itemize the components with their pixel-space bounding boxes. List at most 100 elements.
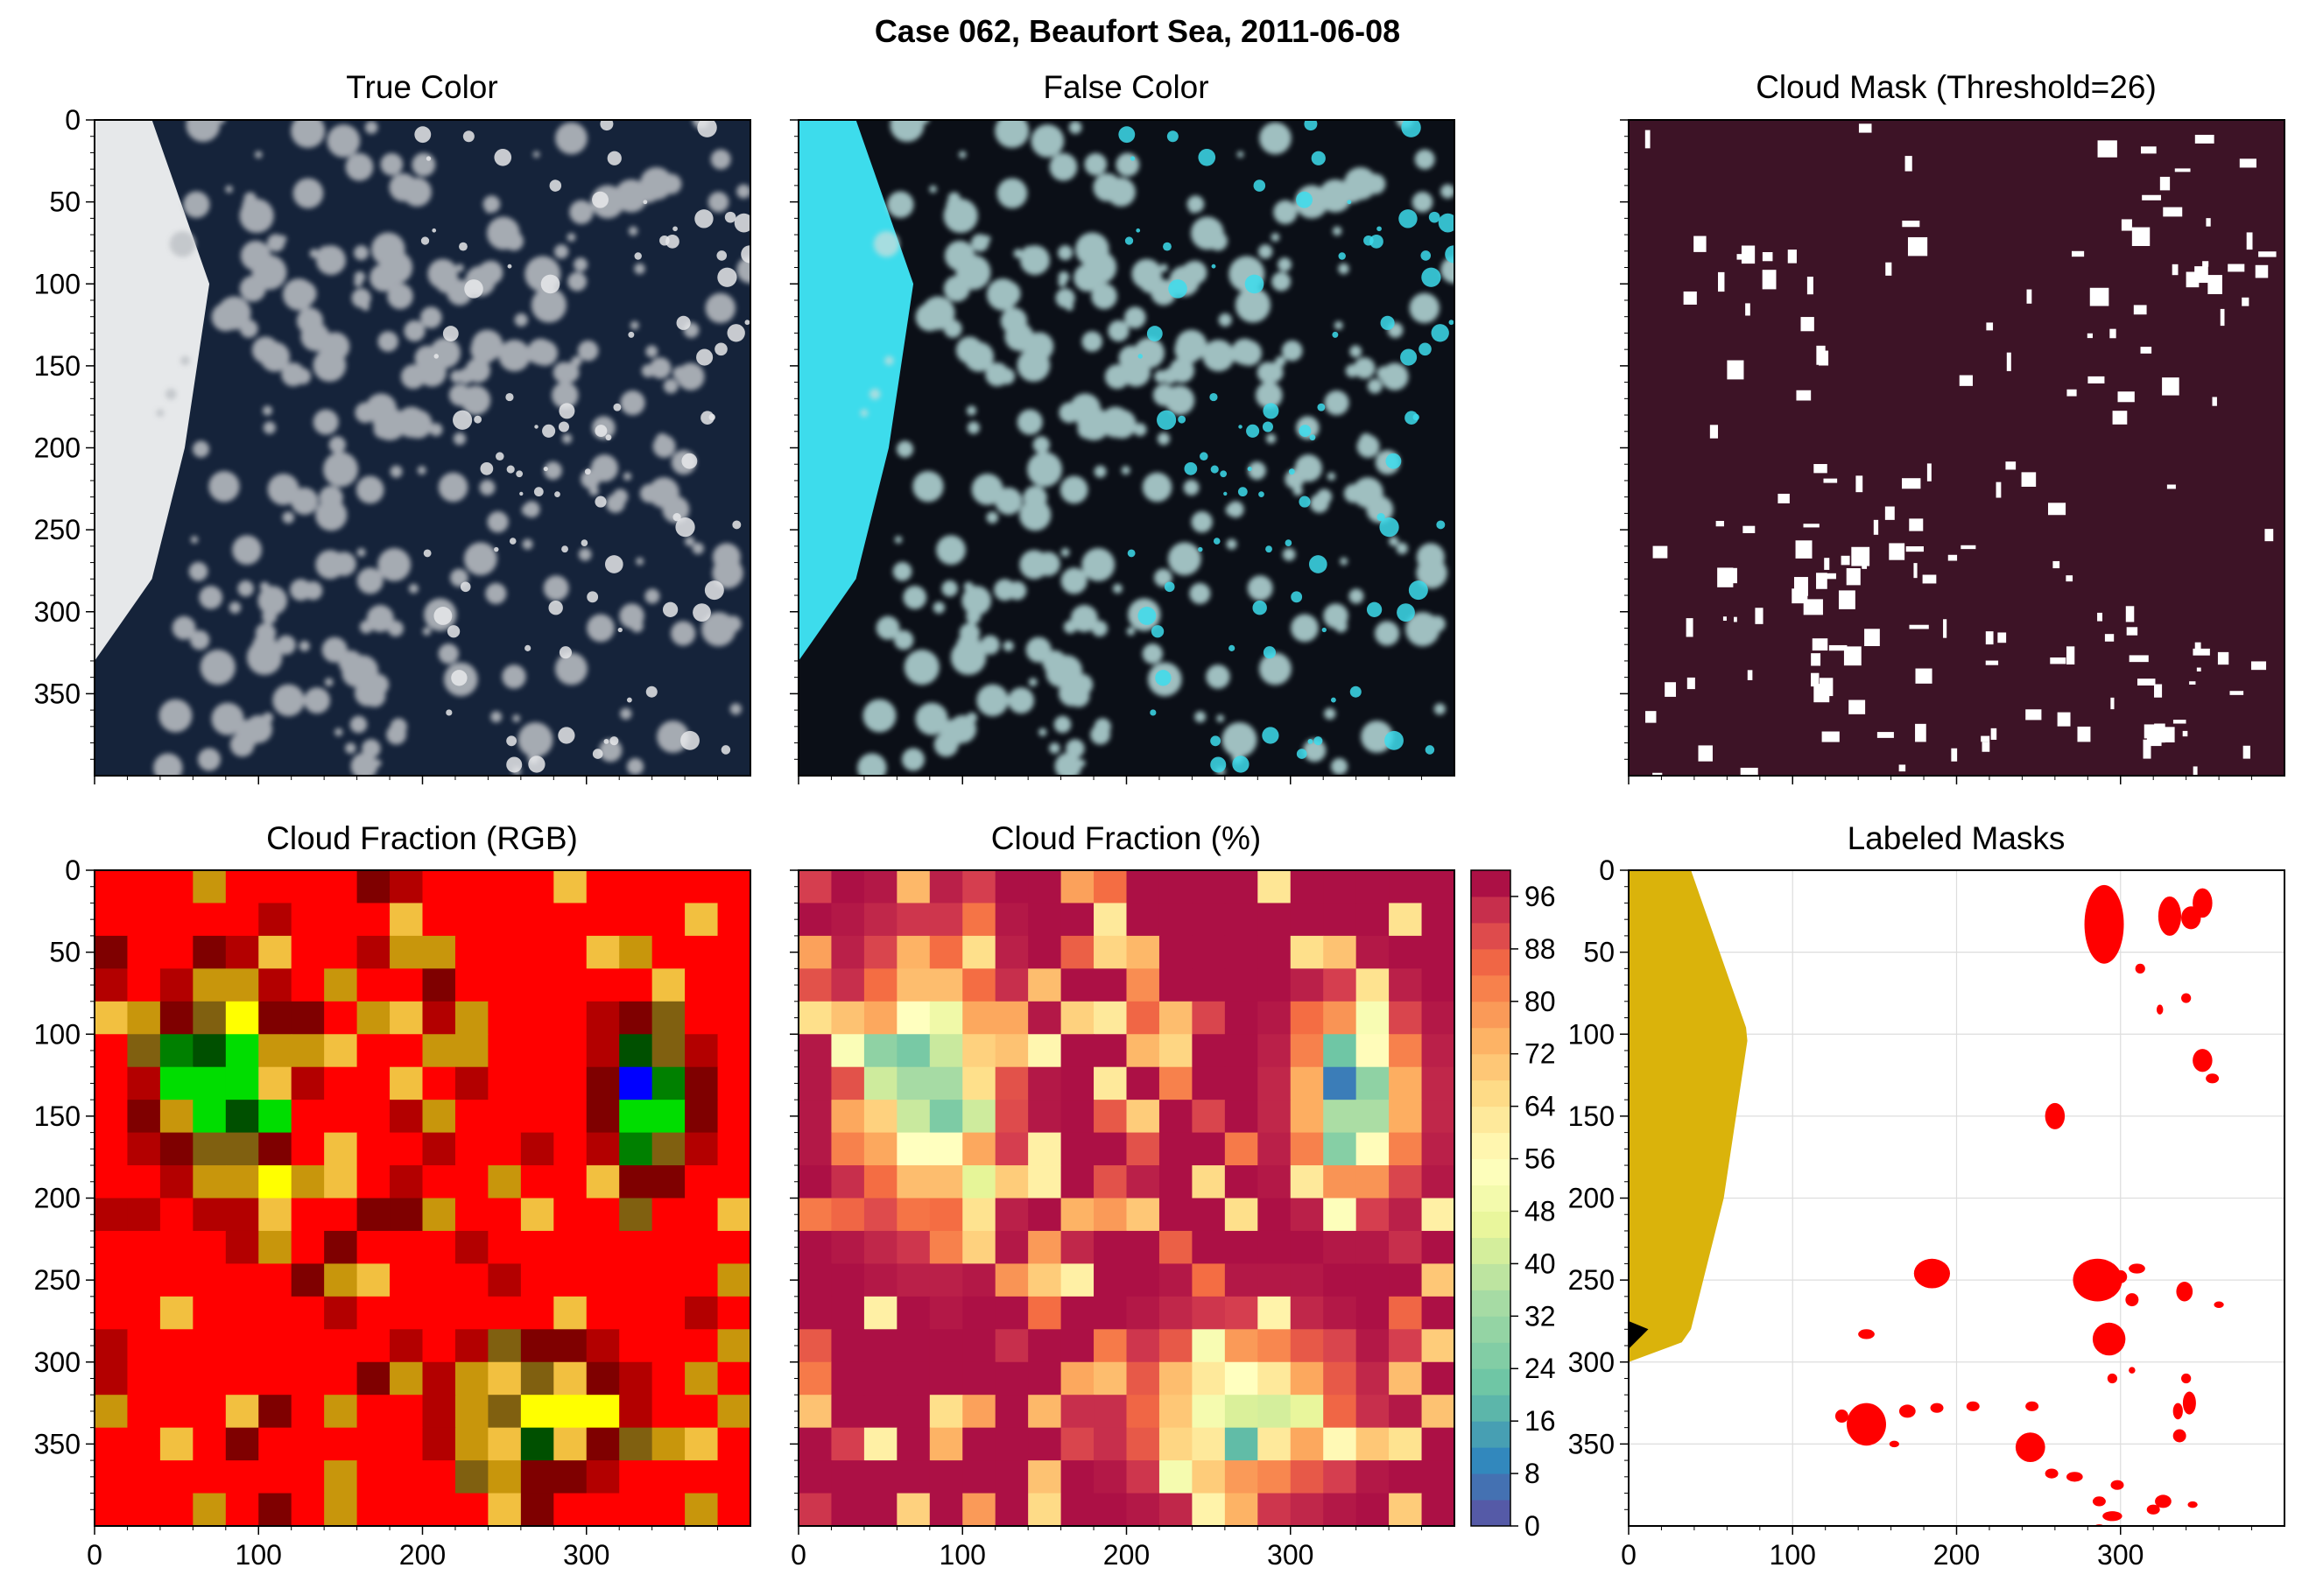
cf-rgb-cell bbox=[520, 1100, 554, 1134]
mask-cloud bbox=[1904, 156, 1912, 172]
mask-cloud bbox=[1876, 732, 1894, 738]
cf-rgb-cell bbox=[520, 1034, 554, 1068]
cf-rgb-cell bbox=[717, 1198, 750, 1232]
mask-cloud bbox=[1722, 616, 1727, 621]
cf-percent-cell bbox=[1094, 1361, 1128, 1396]
ice-floe bbox=[617, 627, 623, 633]
ice-floe bbox=[605, 434, 612, 441]
mask-cloud bbox=[1811, 672, 1820, 687]
cf-rgb-cell bbox=[356, 1460, 391, 1494]
cf-rgb-cell bbox=[225, 1100, 259, 1134]
cf-rgb-cell bbox=[454, 1132, 489, 1166]
cf-percent-cell bbox=[1323, 1460, 1357, 1494]
cf-rgb-cell bbox=[159, 1198, 194, 1232]
cf-rgb-cell bbox=[619, 1132, 653, 1166]
cloud-blob bbox=[211, 702, 244, 735]
cf-percent-cell bbox=[1192, 1361, 1226, 1396]
cf-rgb-cell bbox=[193, 1198, 227, 1232]
cloud-blob bbox=[612, 489, 629, 505]
cf-percent-cell bbox=[1257, 1198, 1292, 1232]
cf-percent-cell bbox=[1028, 1493, 1062, 1526]
cloud-blob bbox=[458, 368, 475, 384]
cloud-blob bbox=[408, 583, 419, 594]
cf-rgb-cell bbox=[291, 1100, 325, 1134]
y-tick-label: 0 bbox=[1599, 854, 1615, 886]
cf-percent-cell bbox=[1389, 1361, 1423, 1396]
ice-floe bbox=[672, 513, 681, 522]
cf-percent-cell bbox=[1192, 1100, 1226, 1134]
cf-rgb-cell bbox=[356, 1165, 391, 1199]
cf-rgb-cell bbox=[619, 1296, 653, 1330]
y-tick-label: 350 bbox=[34, 1428, 81, 1459]
cloud-blob bbox=[725, 615, 742, 633]
cf-percent-cell bbox=[1094, 1230, 1128, 1264]
cf-percent-cell bbox=[1094, 1296, 1128, 1330]
cf-percent-cell bbox=[831, 1493, 865, 1526]
cloud-blob bbox=[1202, 340, 1235, 372]
cloud-blob bbox=[172, 615, 196, 640]
y-tick-label: 100 bbox=[34, 268, 81, 299]
ice-floe bbox=[1213, 538, 1221, 545]
cf-rgb-cell bbox=[488, 1460, 522, 1494]
cloud-blob bbox=[190, 629, 210, 650]
cf-percent-cell bbox=[1028, 1034, 1062, 1068]
ice-floe bbox=[1420, 250, 1432, 261]
cloud-blob bbox=[1207, 231, 1228, 251]
panel-title-false-color: False Color bbox=[1043, 69, 1208, 105]
cf-rgb-cell bbox=[324, 1460, 358, 1494]
cloud-blob bbox=[1058, 271, 1070, 283]
cf-percent-cell bbox=[1028, 1230, 1062, 1264]
cf-rgb-cell bbox=[520, 1263, 554, 1297]
cloud-blob bbox=[229, 601, 242, 614]
cf-rgb-cell bbox=[454, 1100, 489, 1134]
ice-floe bbox=[1263, 646, 1276, 659]
cf-rgb-cell bbox=[454, 1230, 489, 1264]
ice-floe bbox=[595, 425, 608, 438]
cf-percent-cell bbox=[799, 1132, 833, 1166]
mask-cloud bbox=[2126, 627, 2138, 636]
mask-cloud bbox=[1902, 478, 1921, 489]
y-tick-label: 50 bbox=[1583, 937, 1615, 968]
cloud-blob bbox=[512, 714, 521, 722]
cf-rgb-cell bbox=[488, 1100, 522, 1134]
cf-rgb-cell bbox=[619, 1230, 653, 1264]
cloud-blob bbox=[292, 178, 324, 209]
cf-percent-cell bbox=[929, 1100, 963, 1134]
cf-rgb-cell bbox=[159, 1296, 194, 1330]
cf-percent-cell bbox=[995, 903, 1029, 937]
mask-cloud bbox=[2242, 297, 2249, 306]
cloud-blob bbox=[363, 686, 386, 707]
y-tick-label: 0 bbox=[65, 854, 81, 886]
y-tick-label: 200 bbox=[1568, 1183, 1615, 1214]
mask-cloud bbox=[1734, 616, 1737, 622]
cf-rgb-cell bbox=[619, 1001, 653, 1035]
floe-mask bbox=[1834, 1410, 1848, 1424]
cloud-blob bbox=[1281, 340, 1303, 362]
cf-rgb-cell bbox=[619, 1427, 653, 1461]
cf-rgb-cell bbox=[159, 1329, 194, 1363]
cf-percent-cell bbox=[1126, 1493, 1160, 1526]
cf-rgb-cell bbox=[586, 1427, 620, 1461]
cf-percent-cell bbox=[1094, 935, 1128, 969]
cloud-blob bbox=[1221, 722, 1257, 757]
colorbar-level bbox=[1471, 1500, 1510, 1527]
cloud-blob bbox=[315, 550, 345, 580]
cloud-blob bbox=[1031, 124, 1065, 158]
cf-rgb-cell bbox=[651, 1263, 686, 1297]
cf-percent-cell bbox=[962, 1460, 996, 1494]
cf-percent-cell bbox=[1323, 1263, 1357, 1297]
mask-cloud bbox=[2066, 646, 2075, 664]
cloud-blob bbox=[555, 122, 588, 155]
cf-rgb-cell bbox=[586, 1100, 620, 1134]
cf-percent-cell bbox=[929, 1493, 963, 1526]
ice-floe bbox=[516, 470, 524, 478]
cf-percent-cell bbox=[929, 1066, 963, 1100]
cloud-blob bbox=[650, 357, 672, 379]
cf-rgb-cell bbox=[258, 1296, 292, 1330]
cloud-blob bbox=[186, 120, 221, 143]
cloud-blob bbox=[1189, 582, 1211, 604]
cf-rgb-cell bbox=[95, 1460, 129, 1494]
ice-floe bbox=[634, 252, 642, 260]
cf-percent-cell bbox=[1028, 1165, 1062, 1199]
cf-rgb-cell bbox=[586, 1263, 620, 1297]
